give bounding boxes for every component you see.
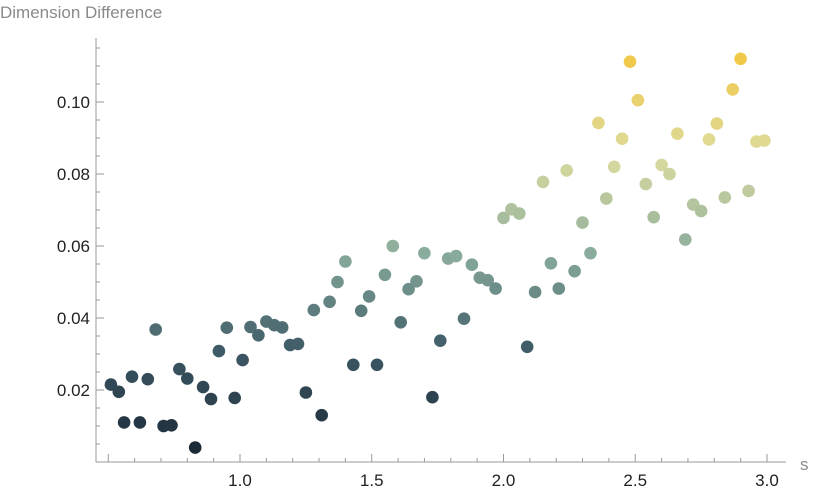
data-point: [402, 282, 415, 296]
data-point: [465, 258, 479, 272]
data-point: [236, 353, 249, 367]
data-point: [117, 416, 131, 429]
data-point: [331, 275, 344, 289]
data-point: [339, 255, 352, 268]
data-point: [141, 372, 155, 386]
data-point: [212, 344, 226, 358]
data-point: [315, 408, 329, 422]
y-tick-label: 0.06: [57, 237, 90, 256]
data-point: [220, 321, 234, 335]
data-point: [584, 246, 597, 260]
y-tick-label: 0.04: [57, 309, 90, 328]
data-point: [347, 358, 360, 372]
data-point: [544, 257, 558, 270]
data-point: [702, 133, 716, 146]
data-point: [489, 282, 502, 295]
data-point: [181, 372, 194, 385]
x-tick-label: 3.0: [755, 471, 779, 490]
data-point: [173, 362, 186, 376]
data-point: [418, 246, 431, 260]
data-point: [481, 273, 495, 287]
data-point: [742, 184, 755, 198]
data-point: [133, 416, 147, 429]
data-point: [457, 312, 471, 326]
data-point: [434, 334, 447, 348]
tick-labels: 1.0 1.5 2.0 2.5 3.0 0.02 0.04 0.06 0.08 0.10: [57, 93, 779, 490]
data-point: [354, 304, 368, 318]
data-point: [694, 204, 708, 218]
y-tick-label: 0.10: [57, 93, 90, 112]
data-point: [520, 340, 534, 354]
data-point: [600, 192, 613, 205]
data-point: [528, 285, 542, 299]
data-point: [639, 177, 653, 191]
data-point: [568, 264, 581, 278]
data-point: [647, 210, 660, 224]
data-point: [631, 93, 645, 107]
data-point: [655, 158, 668, 172]
data-point: [410, 275, 423, 288]
data-point: [592, 116, 605, 130]
data-point: [576, 216, 589, 229]
data-point: [362, 290, 376, 303]
data-point: [307, 303, 321, 317]
data-point: [228, 391, 241, 405]
data-point: [710, 117, 724, 130]
data-point: [726, 83, 739, 96]
data-point: [607, 160, 621, 174]
data-point: [615, 132, 629, 145]
data-point: [149, 323, 162, 336]
data-point: [386, 239, 400, 253]
data-point: [560, 164, 573, 177]
data-point: [426, 390, 439, 404]
x-axis-title: s: [800, 455, 809, 474]
data-point: [449, 249, 463, 263]
data-point: [196, 380, 210, 394]
data-point: [323, 295, 336, 309]
y-axis-title: Dimension Difference: [0, 3, 162, 22]
data-point: [252, 329, 265, 342]
data-point: [552, 282, 566, 295]
data-point: [497, 211, 510, 225]
data-point: [299, 386, 313, 399]
data-point: [275, 321, 289, 334]
data-point: [734, 52, 747, 66]
data-point: [394, 316, 408, 329]
x-tick-label: 2.0: [492, 471, 516, 490]
data-point: [663, 167, 676, 181]
data-point: [244, 320, 257, 334]
data-point: [188, 441, 202, 454]
data-point: [125, 370, 139, 384]
data-point: [671, 127, 684, 140]
data-point: [623, 55, 637, 68]
data-point: [536, 175, 550, 189]
y-tick-label: 0.08: [57, 165, 90, 184]
data-point: [204, 392, 218, 406]
x-tick-label: 1.5: [360, 471, 384, 490]
data-point: [165, 419, 178, 432]
data-point: [370, 358, 384, 372]
data-point: [718, 191, 732, 204]
data-point: [291, 337, 305, 351]
x-tick-label: 2.5: [623, 471, 647, 490]
data-point: [758, 134, 771, 147]
data-point: [513, 207, 526, 220]
data-points: [104, 52, 771, 454]
axis-ticks: [96, 47, 768, 463]
data-point: [112, 385, 126, 399]
data-point: [679, 233, 692, 246]
y-tick-label: 0.02: [57, 381, 90, 400]
data-point: [378, 268, 392, 282]
x-tick-label: 1.0: [228, 471, 252, 490]
